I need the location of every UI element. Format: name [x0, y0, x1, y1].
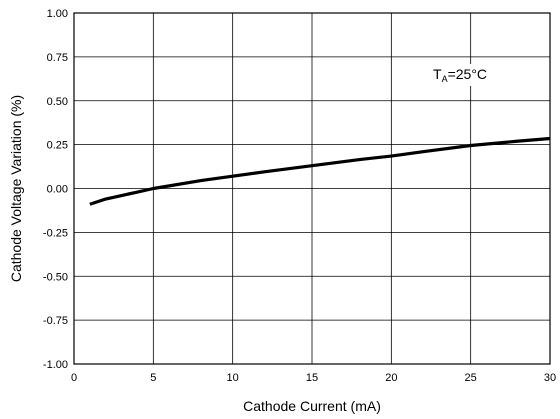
- x-axis-label: Cathode Current (mA): [243, 398, 381, 414]
- annotation-subscript: A: [442, 74, 448, 84]
- y-tick-label: 1.00: [47, 8, 68, 20]
- annotation-rest: =25°C: [448, 66, 487, 82]
- x-tick-label: 0: [71, 372, 77, 384]
- y-tick-label: 0.50: [47, 96, 68, 108]
- y-tick-label: 0.00: [47, 184, 68, 196]
- annotation-text: TA=25°C: [433, 66, 487, 84]
- y-tick-label: -0.75: [43, 315, 68, 327]
- y-tick-label: -0.50: [43, 271, 68, 283]
- annotation-main: T: [433, 66, 442, 82]
- x-tick-label: 25: [465, 372, 477, 384]
- y-tick-label: 0.25: [47, 140, 68, 152]
- x-tick-label: 5: [150, 372, 156, 384]
- x-tick-label: 20: [385, 372, 397, 384]
- x-tick-labels: 0 5 10 15 20 25 30: [71, 372, 556, 384]
- x-tick-label: 30: [544, 372, 556, 384]
- plot-frame: [73, 12, 551, 365]
- x-tick-label: 15: [306, 372, 318, 384]
- annotation-background: [429, 64, 492, 86]
- y-tick-label: -0.25: [43, 227, 68, 239]
- annotation-ta-25c: TA=25°C: [429, 64, 492, 86]
- y-axis-label: Cathode Voltage Variation (%): [8, 95, 24, 282]
- x-tick-label: 10: [227, 372, 239, 384]
- y-tick-labels: 1.00 0.75 0.50 0.25 0.00 -0.25 -0.50 -0.75 -1.00: [43, 8, 68, 371]
- series-line: [89, 136, 551, 206]
- y-tick-label: 0.75: [47, 52, 68, 64]
- y-tick-label: -1.00: [43, 359, 68, 371]
